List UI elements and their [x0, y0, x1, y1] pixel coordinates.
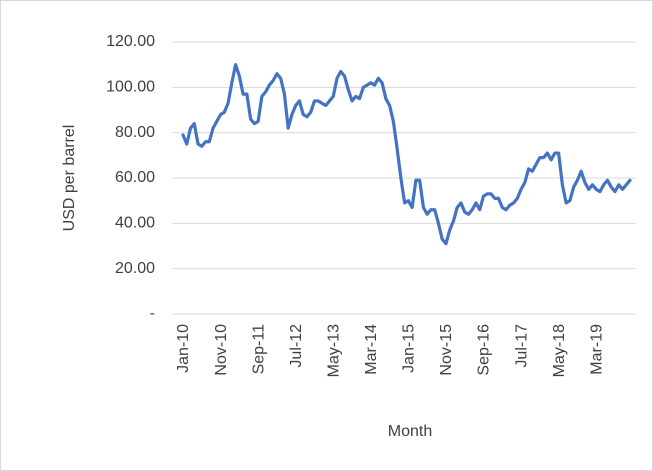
x-tick-label: Mar-19 — [588, 324, 605, 375]
x-tick-label: Jul-12 — [288, 324, 305, 368]
y-axis-title: USD per barrel — [61, 125, 78, 232]
data-line — [181, 63, 632, 246]
x-tick-label: Jan-10 — [175, 324, 192, 373]
x-tick-label: Jan-15 — [401, 324, 418, 373]
x-tick-label: Mar-14 — [363, 324, 380, 375]
x-tick-label: Nov-15 — [438, 324, 455, 376]
y-tick-label: 80.00 — [115, 124, 155, 141]
x-axis-title: Month — [388, 423, 432, 440]
y-tick-label: 120.00 — [106, 33, 155, 50]
x-tick-label: May-18 — [551, 324, 568, 377]
x-tick-label: Sep-11 — [250, 324, 267, 375]
y-tick-label: 20.00 — [115, 260, 155, 277]
x-tick-label: Jul-17 — [513, 324, 530, 368]
y-tick-label: - — [150, 305, 155, 322]
x-tick-label: May-13 — [325, 324, 342, 377]
x-tick-label: Nov-10 — [213, 324, 230, 376]
x-tick-label: Sep-16 — [476, 324, 493, 376]
y-tick-label: 60.00 — [115, 169, 155, 186]
y-tick-label: 40.00 — [115, 215, 155, 232]
y-tick-label: 100.00 — [106, 79, 155, 96]
